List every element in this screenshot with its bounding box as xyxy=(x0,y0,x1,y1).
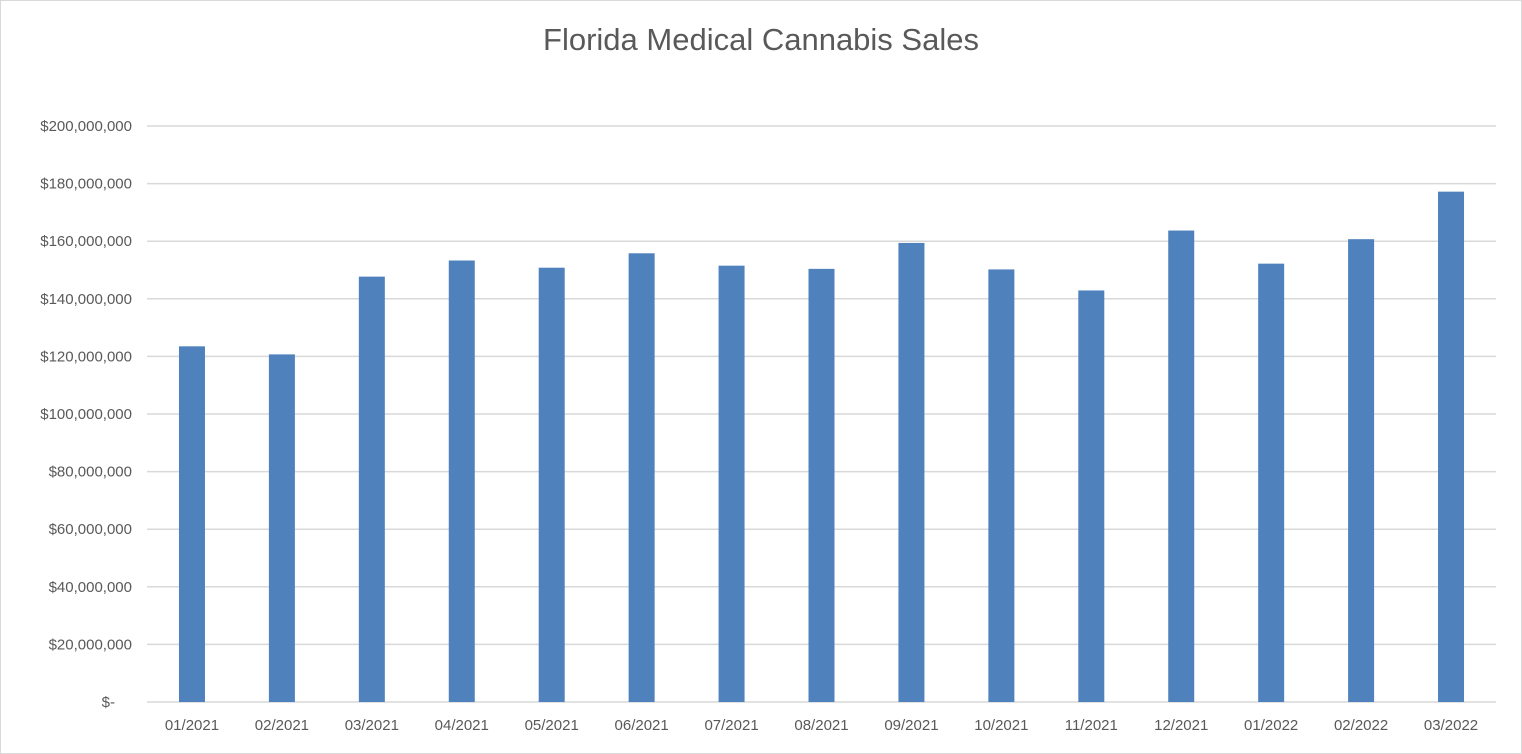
bar xyxy=(1258,263,1285,702)
x-tick-label: 08/2021 xyxy=(794,717,848,734)
x-tick-label: 09/2021 xyxy=(884,717,938,734)
y-tick-label: $180,000,000 xyxy=(40,176,132,193)
bar xyxy=(808,268,835,702)
x-tick-label: 02/2022 xyxy=(1334,717,1388,734)
bar xyxy=(178,346,205,702)
bar xyxy=(1168,230,1195,702)
x-tick-label: 01/2022 xyxy=(1244,717,1298,734)
y-tick-label: $80,000,000 xyxy=(49,464,132,481)
x-tick-label: 06/2021 xyxy=(615,717,669,734)
y-tick-label: $60,000,000 xyxy=(49,521,132,538)
x-tick-label: 11/2021 xyxy=(1065,717,1118,734)
y-tick-label: $100,000,000 xyxy=(40,406,132,423)
y-tick-label: $140,000,000 xyxy=(40,291,132,308)
y-tick-label: $160,000,000 xyxy=(40,233,132,250)
bar xyxy=(538,267,565,702)
x-tick-label: 12/2021 xyxy=(1154,717,1208,734)
bar xyxy=(448,260,475,702)
x-tick-label: 04/2021 xyxy=(435,717,489,734)
y-tick-label: $40,000,000 xyxy=(49,579,132,596)
x-tick-label: 07/2021 xyxy=(704,717,758,734)
bar xyxy=(898,242,925,703)
y-tick-label: $20,000,000 xyxy=(49,636,132,653)
bar xyxy=(628,253,655,702)
x-tick-label: 05/2021 xyxy=(525,717,579,734)
y-tick-label: $120,000,000 xyxy=(40,348,132,365)
bar xyxy=(1078,290,1105,702)
y-tick-label: $200,000,000 xyxy=(40,118,132,135)
bar xyxy=(268,354,295,702)
x-tick-label: 10/2021 xyxy=(974,717,1028,734)
bar xyxy=(358,276,385,702)
x-tick-label: 01/2021 xyxy=(165,717,219,734)
x-tick-label: 03/2021 xyxy=(345,717,399,734)
x-tick-label: 02/2021 xyxy=(255,717,309,734)
bar xyxy=(988,269,1015,702)
bar xyxy=(1438,191,1465,702)
x-tick-label: 03/2022 xyxy=(1424,717,1478,734)
chart-title: Florida Medical Cannabis Sales xyxy=(543,22,979,57)
bar xyxy=(718,265,745,702)
y-tick-label: $- xyxy=(102,694,115,711)
bar xyxy=(1348,239,1375,702)
